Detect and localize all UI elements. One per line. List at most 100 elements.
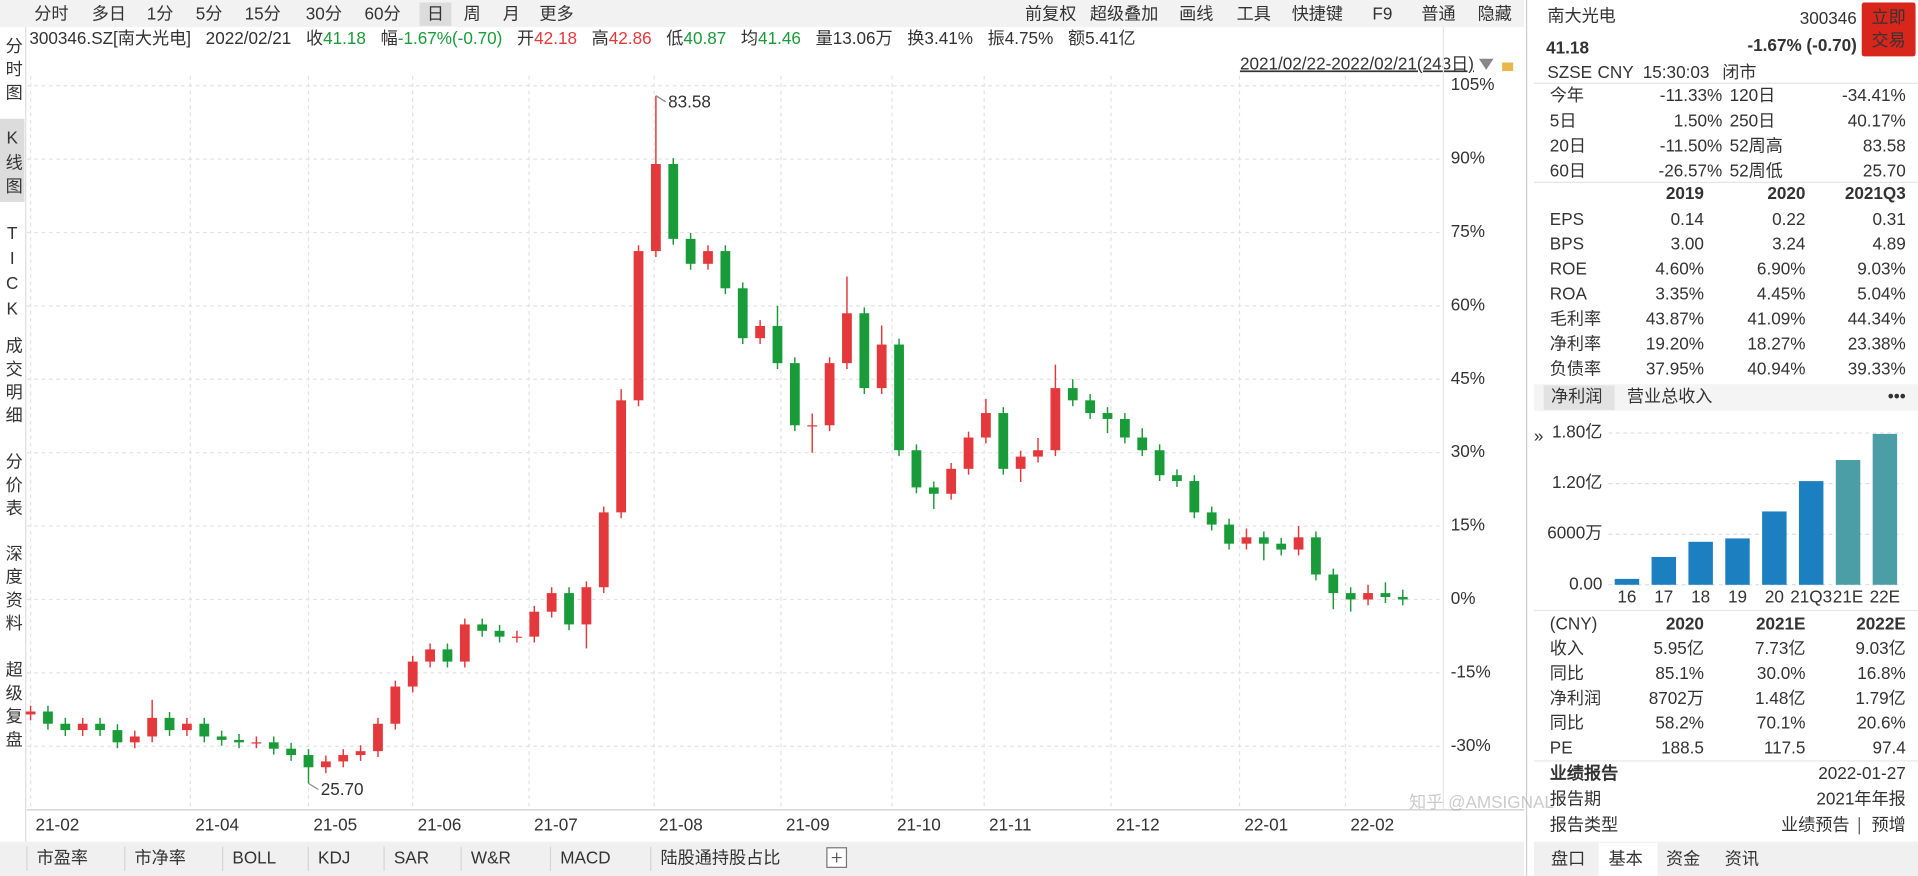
field-label: 低 [666,29,683,48]
more-button[interactable]: ••• [1888,387,1906,406]
candle-body [598,512,609,588]
forecast-value: 5.95亿 [1654,639,1704,658]
side-tab[interactable]: 分时图 [3,37,23,107]
period-tab[interactable]: 60分 [365,4,401,23]
indicator-tab[interactable]: 陆股通持股占比 [661,848,781,867]
candle-body [95,723,105,731]
indicator-tab[interactable]: 市净率 [135,848,186,867]
candle-body [894,344,904,451]
indicator-tab[interactable]: SAR [394,848,429,867]
chart-tab[interactable]: 营业总收入 [1627,387,1713,406]
candle-body [668,164,679,239]
candle-body [286,748,297,756]
candle-body [824,363,835,426]
side-tab[interactable]: 超级复盘 [3,661,23,754]
field-label: 高 [592,29,609,48]
tool-button[interactable]: 工具 [1237,4,1271,23]
stock-code: 300346 [1800,9,1857,28]
indicator-tab[interactable]: MACD [560,848,610,867]
tool-button[interactable]: 超级叠加 [1090,4,1158,23]
fin-value: 3.35% [1655,285,1704,304]
fin-value: 6.90% [1757,260,1806,279]
side-tab[interactable]: TICK [3,224,22,324]
tool-button[interactable]: 快捷键 [1292,4,1343,23]
candle-body [303,755,314,768]
indicator-tab[interactable]: 市盈率 [37,848,88,867]
indicator-tab[interactable]: W&R [471,848,511,867]
stat-label: 120日 [1730,86,1776,105]
side-tab[interactable]: 成交明细 [3,336,23,429]
tool-button[interactable]: 普通 [1421,4,1455,23]
field-value: 41.46 [758,29,801,48]
period-tab[interactable]: 15分 [245,4,281,23]
trade-button[interactable] [1861,2,1916,57]
collapse-arrow[interactable]: » [1534,426,1544,445]
period-tab[interactable]: 日 [427,4,444,23]
range-dropdown[interactable] [1478,58,1494,70]
candle-body [1206,512,1217,525]
period-tab[interactable]: 30分 [306,4,342,23]
panel-tab[interactable]: 资讯 [1725,850,1759,869]
annotation: 25.70 [321,780,364,799]
indicator-tab[interactable]: KDJ [318,848,350,867]
period-tab[interactable]: 月 [503,4,520,23]
indicator-tab[interactable]: BOLL [232,848,276,867]
date-range: 2021/02/22-2022/02/21(243日) [1240,54,1474,73]
fin-value: 5.04% [1857,285,1906,304]
stat-label: 250日 [1730,111,1776,130]
stat-label: 52周高 [1730,136,1783,155]
forecast-label: 同比 [1550,664,1584,683]
stat-value: 1.50% [1674,111,1723,130]
x-tick-label: 17 [1654,588,1673,607]
panel-tab[interactable]: 资金 [1666,850,1700,869]
period-tab[interactable]: 1分 [147,4,174,23]
candle-body [1293,537,1304,550]
candle-body [1397,597,1408,600]
side-tab[interactable]: 分价表 [3,453,23,523]
stat-value: 83.58 [1863,136,1906,155]
x-tick-label: 16 [1617,588,1636,607]
side-tab[interactable]: 深度资料 [3,544,23,637]
panel-tab[interactable]: 基本 [1609,850,1643,869]
candle-body [529,611,540,637]
x-tick-label: 22E [1870,588,1900,607]
stat-label: 今年 [1550,86,1584,105]
tool-button[interactable]: 隐藏 [1478,4,1512,23]
candle-body [946,468,957,494]
period-tab[interactable]: 周 [464,4,481,23]
field-label: 换 [907,29,924,48]
period-tab[interactable]: 5分 [196,4,223,23]
y-tick-label: 30% [1451,442,1485,461]
candle-body [1085,400,1096,414]
tool-button[interactable]: F9 [1372,4,1392,23]
fin-label: BPS [1550,235,1584,254]
y-tick-label: 105% [1451,75,1495,94]
candle-body [911,450,922,488]
candle-body [459,624,470,662]
x-tick-label: 21-08 [659,815,703,834]
candle-body [1172,475,1182,482]
candle-body [512,636,522,638]
chart-tab[interactable]: 净利润 [1551,387,1602,406]
y-tick-label: 90% [1451,149,1485,168]
x-tick-label: 18 [1691,588,1710,607]
tool-button[interactable]: 画线 [1179,4,1213,23]
toolbar-bg [0,0,1525,28]
lock-icon[interactable] [1502,62,1514,72]
tool-button[interactable]: 前复权 [1025,4,1076,23]
side-tab[interactable]: K线图 [3,129,23,201]
y-tick-label: 0% [1451,589,1476,608]
y-tick-label: 15% [1451,516,1485,535]
fin-value: 18.27% [1747,335,1805,354]
candle-body [789,363,800,426]
x-tick-label: 21Q3 [1790,588,1832,607]
report-label: 报告类型 [1550,815,1618,834]
candle-body [1258,537,1269,544]
period-tab[interactable]: 多日 [92,4,126,23]
panel-tab[interactable]: 盘口 [1551,850,1585,869]
period-tab[interactable]: 分时 [34,4,68,23]
period-tab[interactable]: 更多 [539,4,573,23]
candle-body [1380,593,1391,598]
side-tab-active [0,118,25,202]
